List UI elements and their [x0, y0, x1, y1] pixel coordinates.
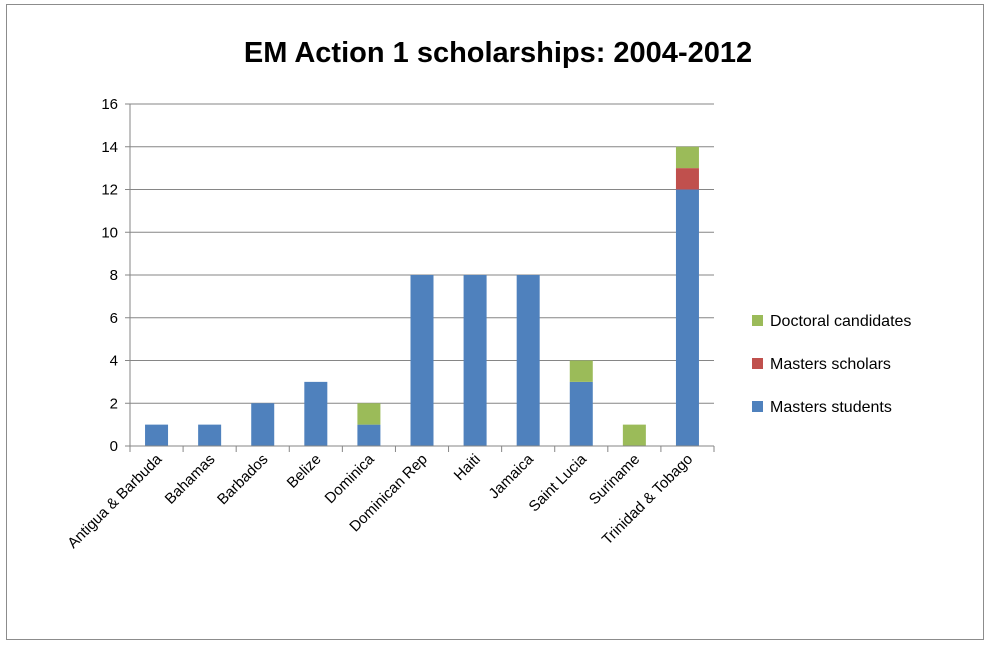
- legend-swatch-doctoral-candidates: [752, 315, 763, 326]
- x-tick-label-barbados: Barbados: [214, 451, 271, 508]
- bar-masters-students-dominica: [357, 424, 381, 446]
- y-tick-label-2: 2: [110, 395, 118, 412]
- y-tick-label-6: 6: [110, 310, 118, 327]
- legend-swatch-masters-students: [752, 401, 763, 412]
- y-tick-label-0: 0: [110, 438, 118, 455]
- bar-masters-students-belize: [304, 381, 328, 446]
- x-tick-label-jamaica: Jamaica: [485, 450, 537, 502]
- y-tick-label-10: 10: [101, 224, 118, 241]
- bar-doctoral-candidates-suriname: [622, 424, 646, 446]
- bar-masters-students-haiti: [463, 275, 487, 446]
- bar-masters-students-barbados: [251, 403, 275, 446]
- y-tick-label-8: 8: [110, 267, 118, 284]
- legend-label-masters-students: Masters students: [770, 399, 892, 416]
- bar-masters-students-saint-lucia: [569, 381, 593, 446]
- legend-label-masters-scholars: Masters scholars: [770, 356, 891, 373]
- y-tick-label-4: 4: [110, 353, 118, 370]
- bar-masters-students-jamaica: [516, 275, 540, 446]
- x-tick-label-belize: Belize: [284, 451, 325, 492]
- legend-swatch-masters-scholars: [752, 358, 763, 369]
- bar-doctoral-candidates-dominica: [357, 403, 381, 425]
- x-tick-label-bahamas: Bahamas: [162, 451, 219, 508]
- x-tick-label-haiti: Haiti: [451, 451, 484, 484]
- bar-masters-students-trinidad-and-tobago: [675, 189, 699, 446]
- y-axis-ticks: 0 2 4 6 8 10 12 14 16: [101, 96, 130, 455]
- bar-masters-students-bahamas: [198, 424, 222, 446]
- y-tick-label-12: 12: [101, 182, 118, 199]
- y-tick-label-14: 14: [101, 139, 118, 156]
- bars: [145, 146, 699, 446]
- gridlines: [130, 103, 714, 404]
- chart-frame: [6, 4, 984, 640]
- x-tick-label-saint-lucia: Saint Lucia: [526, 450, 591, 515]
- bar-masters-scholars-trinidad-and-tobago: [675, 168, 699, 190]
- y-tick-label-16: 16: [101, 96, 118, 113]
- bar-masters-students-antigua-and-barbuda: [145, 424, 169, 446]
- axes: [129, 104, 714, 447]
- bar-doctoral-candidates-trinidad-and-tobago: [675, 146, 699, 169]
- legend-label-doctoral-candidates: Doctoral candidates: [770, 313, 911, 330]
- chart-title: EM Action 1 scholarships: 2004-2012: [244, 37, 752, 69]
- x-tick-label-antigua-and-barbuda: Antigua & Barbuda: [64, 450, 166, 552]
- bar-doctoral-candidates-saint-lucia: [569, 360, 593, 382]
- x-tick-label-trinidad-and-tobago: Trinidad & Tobago: [599, 451, 697, 549]
- bar-masters-students-dominican-rep: [410, 275, 434, 446]
- legend: Doctoral candidates Masters scholars Maste…: [752, 313, 911, 416]
